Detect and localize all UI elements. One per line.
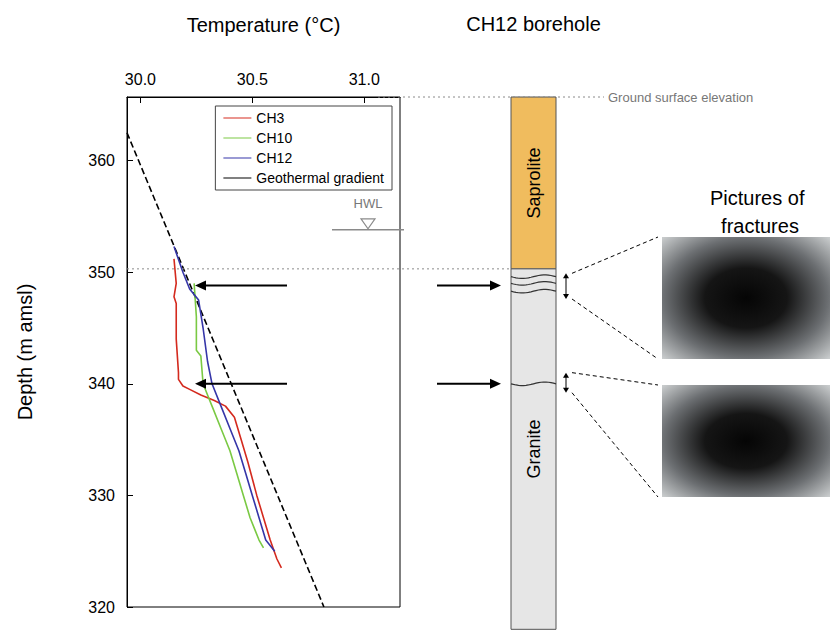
svg-text:330: 330 [88,487,115,504]
svg-text:fractures: fractures [721,215,799,237]
svg-text:340: 340 [88,375,115,392]
svg-text:31.0: 31.0 [349,71,380,88]
svg-text:CH12: CH12 [256,150,292,166]
svg-text:Granite: Granite [524,420,544,479]
svg-text:CH10: CH10 [256,130,292,146]
svg-text:Temperature (°C): Temperature (°C) [187,14,341,36]
svg-text:30.0: 30.0 [125,71,156,88]
svg-text:CH12 borehole: CH12 borehole [466,13,601,35]
svg-text:HWL: HWL [354,196,383,211]
svg-text:Saprolite: Saprolite [524,147,544,218]
svg-text:Depth (m amsl): Depth (m amsl) [14,284,36,421]
svg-text:360: 360 [88,152,115,169]
svg-text:CH3: CH3 [256,110,284,126]
svg-text:Geothermal gradient: Geothermal gradient [256,170,384,186]
svg-text:Pictures of: Pictures of [710,187,810,209]
svg-text:320: 320 [88,599,115,616]
svg-text:Ground surface elevation: Ground surface elevation [608,90,753,105]
svg-text:350: 350 [88,264,115,281]
svg-text:30.5: 30.5 [237,71,268,88]
